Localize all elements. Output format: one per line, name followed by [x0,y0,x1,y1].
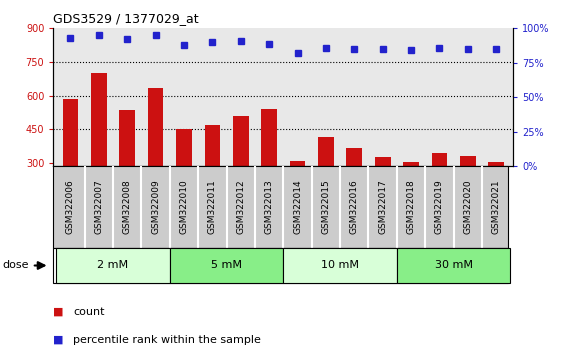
Text: GSM322016: GSM322016 [350,180,359,234]
Bar [261,109,277,166]
Bar [148,88,163,166]
Text: GSM322013: GSM322013 [265,180,274,234]
Bar [403,162,419,166]
Text: GSM322015: GSM322015 [321,180,330,234]
Bar [283,248,397,283]
Bar [375,158,390,166]
Bar [289,161,305,166]
Text: ■: ■ [53,307,64,316]
Bar [397,248,511,283]
Text: GSM322009: GSM322009 [151,180,160,234]
Text: GDS3529 / 1377029_at: GDS3529 / 1377029_at [53,12,199,25]
Bar [318,137,334,166]
Bar [431,153,447,166]
Text: 10 mM: 10 mM [321,261,359,270]
Bar [489,162,504,166]
Text: GSM322012: GSM322012 [236,180,245,234]
Text: GSM322006: GSM322006 [66,180,75,234]
Text: GSM322007: GSM322007 [94,180,103,234]
Text: GSM322014: GSM322014 [293,180,302,234]
Bar [205,125,220,166]
Bar [233,116,249,166]
Text: count: count [73,307,104,316]
Text: GSM322018: GSM322018 [407,180,416,234]
Bar [460,156,476,166]
Text: dose: dose [3,261,29,270]
Text: ■: ■ [53,335,64,345]
Text: GSM322011: GSM322011 [208,180,217,234]
Text: GSM322019: GSM322019 [435,180,444,234]
Text: 5 mM: 5 mM [211,261,242,270]
Text: percentile rank within the sample: percentile rank within the sample [73,335,261,345]
Text: GSM322021: GSM322021 [492,180,501,234]
Text: GSM322008: GSM322008 [123,180,132,234]
Bar [347,148,362,166]
Bar [119,110,135,166]
Text: 30 mM: 30 mM [435,261,473,270]
Bar [56,248,170,283]
Text: 2 mM: 2 mM [98,261,128,270]
Text: GSM322020: GSM322020 [463,180,472,234]
Bar [91,73,107,166]
Bar [170,248,283,283]
Text: GSM322017: GSM322017 [378,180,387,234]
Bar [176,129,192,166]
Bar [62,99,78,166]
Text: GSM322010: GSM322010 [180,180,188,234]
